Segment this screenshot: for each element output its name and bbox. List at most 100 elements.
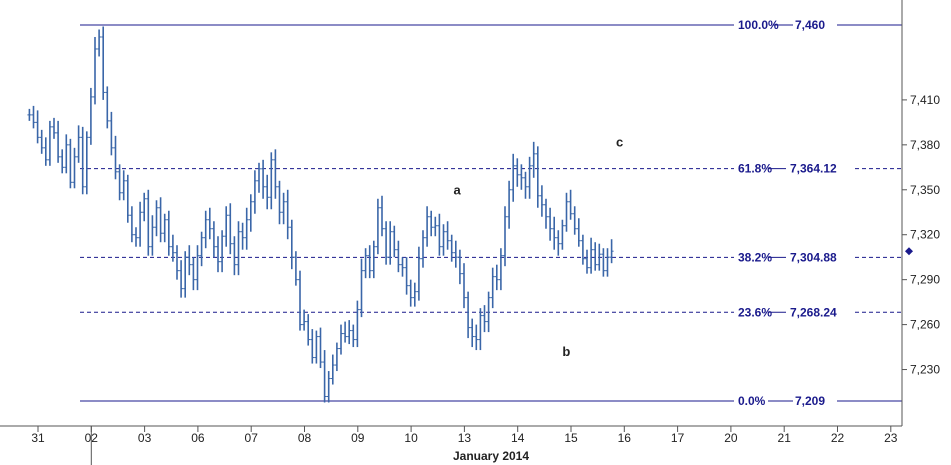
price-bar [494,264,499,291]
date-tick-label: 16 [618,431,632,445]
price-bar [384,221,389,265]
price-bar [572,206,577,235]
price-bar [183,251,188,298]
price-tick-label: 7,230 [910,363,940,377]
date-tick-label: 10 [404,431,418,445]
price-bar [425,206,430,247]
price-bar [306,314,311,346]
price-bar [564,192,569,232]
price-bar [146,189,151,256]
price-bar [142,192,147,222]
price-bar [27,108,32,121]
price-bar [179,260,184,298]
price-bar [31,105,36,129]
fib-value-label: 7,460 [795,18,825,32]
price-bar [433,216,438,237]
price-tick-label: 7,290 [910,273,940,287]
price-bar [298,270,302,331]
price-tick-label: 7,410 [910,93,940,107]
price-bar [269,152,274,210]
price-bar [302,309,307,331]
price-bar [585,249,589,274]
price-bar [556,230,561,256]
price-bar [68,138,73,189]
fib-percent-label: 61.8% [738,162,772,176]
price-bar [380,195,384,237]
price-bar [35,110,40,144]
price-bar [408,279,413,307]
date-tick-label: 07 [245,431,259,445]
price-bar [80,126,85,195]
price-bar [207,207,212,240]
price-bar [64,134,69,174]
price-bar [359,258,364,318]
price-bar [314,330,319,364]
month-label: January 2014 [453,449,529,463]
price-bar [339,324,343,355]
price-bar [121,170,126,201]
date-tick-label: 13 [458,431,472,445]
price-bar [453,240,458,268]
date-tick-label: 15 [564,431,578,445]
price-bar [548,207,553,241]
price-axis: 7,230 7,260 7,290 7,320 7,350 7,380 7,410 [901,0,940,426]
price-bar [474,324,479,351]
price-bar [539,185,544,217]
price-bar [392,225,397,258]
price-bar [154,200,159,237]
price-bar [523,171,528,199]
price-bar [216,236,220,273]
price-bar [470,318,475,348]
price-bar [347,320,352,345]
price-bars [27,26,614,403]
price-bar [170,234,175,262]
price-bar [199,231,204,267]
date-tick-label: 09 [351,431,365,445]
price-bar [498,248,503,291]
price-bar [203,210,208,249]
price-bar [589,237,594,274]
price-bar [224,206,229,247]
price-tick-label: 7,350 [910,183,940,197]
price-bar [437,213,442,256]
price-bar [125,174,130,223]
price-bar [277,180,282,225]
price-bar [400,257,405,277]
price-bar [248,194,253,232]
price-bar [175,245,179,280]
plot-area [0,0,902,426]
price-bar [113,135,118,180]
price-bar [568,189,573,220]
price-bar [47,120,52,166]
price-bar [228,203,233,255]
price-bar [97,29,102,57]
price-bar [404,257,409,295]
date-tick-label: 21 [778,431,792,445]
last-price-marker [905,247,913,256]
price-bar [261,159,266,199]
price-bar [552,216,557,250]
price-bar [88,87,93,145]
price-bar [39,129,44,154]
price-bar [84,131,89,195]
fib-value-label: 7,304.88 [790,250,837,264]
price-bar [396,240,401,273]
price-bar [138,201,143,247]
price-bar [355,300,360,348]
price-bar [326,371,331,403]
price-bar [318,327,323,369]
price-tick-label: 7,380 [910,138,940,152]
price-bar [601,248,606,277]
price-bar [429,210,434,237]
price-bar [293,251,298,286]
price-bar [519,164,524,190]
price-tick-label: 7,320 [910,228,940,242]
price-bar [322,350,327,403]
price-bar [220,230,225,273]
price-bar [609,239,614,264]
price-bar [273,149,278,199]
price-bar [56,120,61,163]
price-bar [150,215,155,256]
price-bar [252,170,257,214]
price-bar [445,221,450,250]
